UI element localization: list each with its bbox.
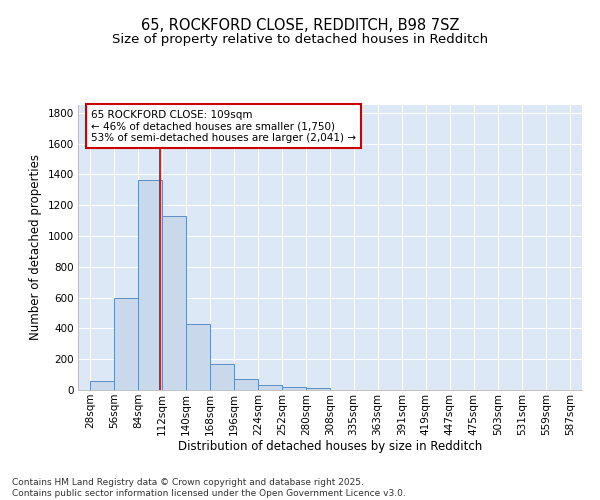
Bar: [307, 388, 331, 390]
Bar: [162, 216, 186, 390]
Bar: [283, 387, 307, 390]
Bar: [90, 381, 114, 390]
Text: 65 ROCKFORD CLOSE: 109sqm
← 46% of detached houses are smaller (1,750)
53% of se: 65 ROCKFORD CLOSE: 109sqm ← 46% of detac…: [91, 110, 356, 143]
Bar: [138, 180, 162, 390]
Y-axis label: Number of detached properties: Number of detached properties: [29, 154, 42, 340]
Bar: [234, 379, 259, 390]
Text: Contains HM Land Registry data © Crown copyright and database right 2025.
Contai: Contains HM Land Registry data © Crown c…: [12, 478, 406, 498]
Bar: [210, 364, 234, 390]
Bar: [186, 324, 210, 390]
Bar: [259, 384, 283, 390]
X-axis label: Distribution of detached houses by size in Redditch: Distribution of detached houses by size …: [178, 440, 482, 454]
Bar: [114, 298, 138, 390]
Text: 65, ROCKFORD CLOSE, REDDITCH, B98 7SZ: 65, ROCKFORD CLOSE, REDDITCH, B98 7SZ: [141, 18, 459, 32]
Text: Size of property relative to detached houses in Redditch: Size of property relative to detached ho…: [112, 32, 488, 46]
